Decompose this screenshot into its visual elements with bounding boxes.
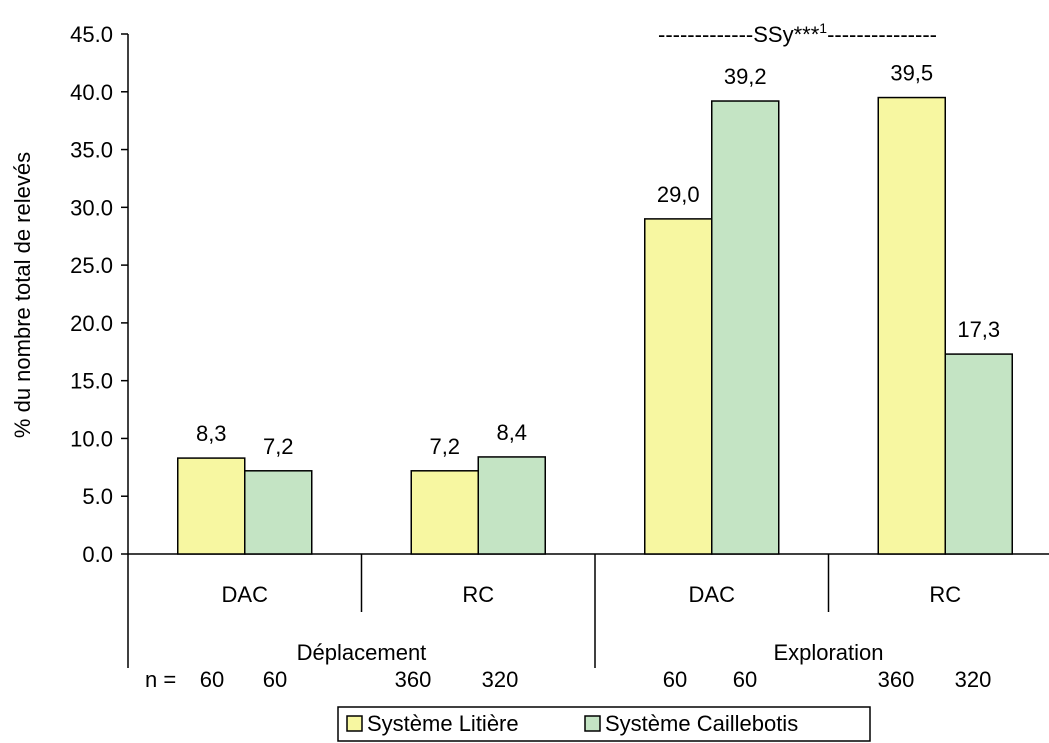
bar-value-label: 7,2 bbox=[429, 434, 460, 459]
legend-label-caillebotis: Système Caillebotis bbox=[605, 711, 798, 736]
significance-annotation: -------------SSy***1--------------- bbox=[658, 20, 937, 47]
n-prefix: n = bbox=[145, 667, 176, 692]
bar-litiere bbox=[410, 470, 479, 555]
bar-caillebotis bbox=[944, 353, 1013, 555]
bar-value-label: 8,3 bbox=[196, 421, 227, 446]
y-tick-label: 35.0 bbox=[70, 138, 113, 163]
bar-value-label: 39,2 bbox=[724, 64, 767, 89]
legend-frame bbox=[337, 706, 871, 742]
y-tick-label: 40.0 bbox=[70, 80, 113, 105]
legend-swatch-caillebotis bbox=[584, 715, 601, 732]
n-value: 320 bbox=[955, 667, 992, 692]
bar-caillebotis bbox=[477, 456, 546, 555]
n-value: 360 bbox=[395, 667, 432, 692]
y-tick-label: 25.0 bbox=[70, 253, 113, 278]
n-value: 60 bbox=[733, 667, 757, 692]
bar-value-label: 7,2 bbox=[263, 434, 294, 459]
y-tick-label: 5.0 bbox=[82, 484, 113, 509]
y-tick-label: 45.0 bbox=[70, 22, 113, 47]
bar-value-label: 39,5 bbox=[890, 61, 933, 86]
n-value: 360 bbox=[878, 667, 915, 692]
x-axis-labels: DAC RC DAC RC Déplacement Exploration bbox=[222, 582, 962, 665]
bar-value-label: 8,4 bbox=[496, 420, 527, 445]
x-tick-label: RC bbox=[462, 582, 494, 607]
n-value: 320 bbox=[482, 667, 519, 692]
y-tick-label: 15.0 bbox=[70, 369, 113, 394]
bar-caillebotis bbox=[711, 100, 780, 555]
x-group-label: Déplacement bbox=[297, 640, 427, 665]
y-tick-label: 0.0 bbox=[82, 542, 113, 567]
n-value: 60 bbox=[263, 667, 287, 692]
legend: Système Litière Système Caillebotis bbox=[337, 706, 871, 742]
x-tick-label: DAC bbox=[689, 582, 736, 607]
y-tick-label: 30.0 bbox=[70, 195, 113, 220]
y-tick-label: 20.0 bbox=[70, 311, 113, 336]
n-value: 60 bbox=[200, 667, 224, 692]
y-axis-ticks: 0.0 5.0 10.0 15.0 20.0 25.0 30.0 35.0 40.0 45.0 bbox=[70, 22, 128, 567]
x-group-label: Exploration bbox=[773, 640, 883, 665]
bar-value-label: 29,0 bbox=[657, 182, 700, 207]
bar-value-label: 17,3 bbox=[957, 317, 1000, 342]
legend-label-litiere: Système Litière bbox=[367, 711, 519, 736]
x-tick-label: RC bbox=[929, 582, 961, 607]
bar-litiere bbox=[644, 218, 713, 555]
y-tick-label: 10.0 bbox=[70, 426, 113, 451]
bar-value-labels: 8,3 7,2 7,2 8,4 29,0 39,2 39,5 17,3 bbox=[196, 61, 1000, 459]
x-tick-label: DAC bbox=[222, 582, 269, 607]
bar-litiere bbox=[177, 457, 246, 555]
bar-litiere bbox=[877, 96, 946, 555]
sample-size-row: n = 60 60 360 320 60 60 360 320 bbox=[145, 667, 991, 692]
y-axis-title: % du nombre total de relevés bbox=[10, 152, 35, 438]
bar-caillebotis bbox=[244, 470, 313, 555]
n-value: 60 bbox=[663, 667, 687, 692]
bars bbox=[177, 96, 1013, 555]
legend-swatch-litiere bbox=[346, 715, 363, 732]
